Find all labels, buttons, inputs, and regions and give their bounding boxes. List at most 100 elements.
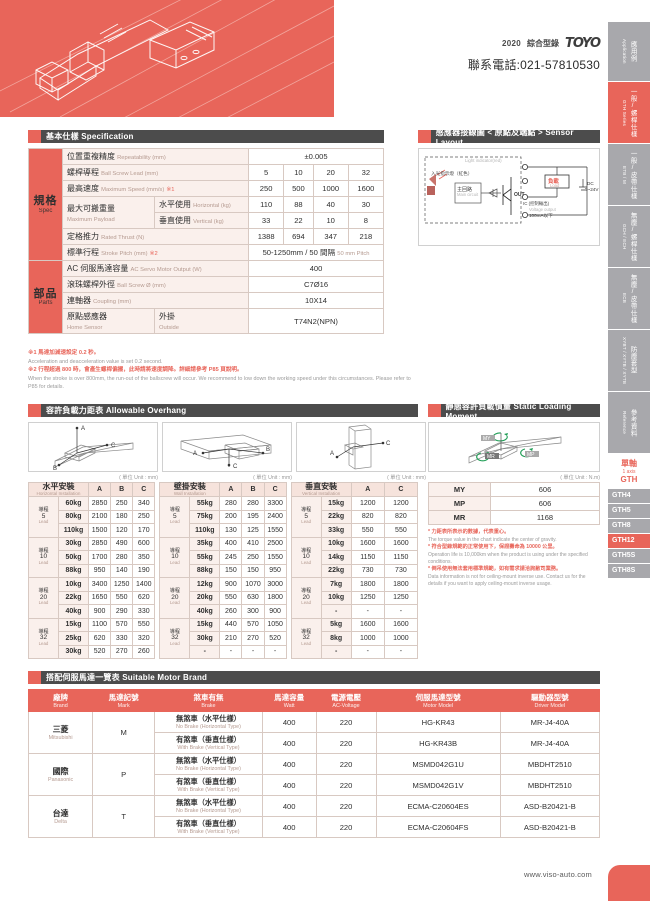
overhang-value-cell: 250	[241, 550, 265, 565]
sidebar-tab-etb[interactable]: 一般/皮帶仕樣 ETB / M	[608, 144, 650, 206]
motor-brand-table: 廠牌 Brand 馬達記號 Mark 煞車有無 Brake 馬達容量 Watt …	[27, 689, 601, 838]
cell-lead-5: 5	[248, 164, 285, 181]
sidebar-tab-gch-ech[interactable]: 無塵/螺桿仕樣 GCH / ECH	[608, 206, 650, 268]
payload-cell: 30kg	[189, 631, 221, 646]
table-row: ---	[291, 644, 418, 659]
sidebar-model-gth5[interactable]: GTH5	[608, 503, 650, 519]
motor-cell: HG-KR43	[375, 711, 501, 733]
cell-payload-v-4: 8	[347, 212, 385, 229]
overhang-value-cell: 140	[110, 563, 134, 578]
cell-payload-v-1: 33	[248, 212, 285, 229]
row-label-home-sensor: 原點感應器 Home Sensor	[62, 308, 155, 334]
overhang-value-cell: 260	[219, 604, 243, 619]
overhang-value-cell: 1250	[350, 590, 385, 605]
overhang-value-cell: 1600	[383, 536, 418, 551]
sidebar-tab-gth-series[interactable]: 一般/螺桿仕樣 GTH Series	[608, 82, 650, 144]
sensor-label-voltage: Voltage output	[529, 207, 556, 212]
cell-speed-3: 1000	[312, 180, 349, 197]
cell-payload-h-2: 88	[283, 196, 314, 213]
sidebar-model-gth8[interactable]: GTH8	[608, 518, 650, 534]
footnote-2-cn: ※2 行程超過 800 時，會產生螺桿偏擺，此時請將速度調降。詳細請參考 P85…	[28, 367, 243, 374]
table-row: 導程 32 Lead 15kg 1100 570 550	[28, 617, 156, 659]
table-row: 定格推力 Rated Thrust (N) 1388 694 347 218	[29, 228, 385, 245]
footnote-1-en: Acceleration and deacceleration value is…	[28, 358, 163, 365]
overhang-body-vertical: 導程 5 Lead 15kg 1200 1200 22kg 820 820 33kg 550 550 導…	[290, 496, 418, 659]
mark-cell: T	[92, 795, 156, 838]
section-title: 基本仕樣 Specification	[46, 132, 134, 141]
sidebar-tab-sublabel: XYBT / XYTB / XYTB	[621, 336, 627, 385]
overhang-section: 容許負載力距表 Allowable Overhang	[28, 404, 426, 659]
table-row: MP 606	[428, 496, 600, 511]
driver-cell: ASD-B20421-B	[499, 795, 601, 817]
static-loading-notes: * 力距表所表示的數據，代表重心。 The torque value in th…	[428, 529, 600, 589]
col-voltage: 電源電壓 AC-Voltage	[315, 689, 377, 712]
overhang-value-cell: 180	[110, 509, 134, 524]
footnote-1-cn: ※1 馬達加減速設定 0.2 秒。	[28, 350, 100, 356]
cell-payload-v-2: 22	[283, 212, 314, 229]
actuator-illustration	[0, 0, 334, 117]
sidebar-tab-application[interactable]: 應用例 Application	[608, 22, 650, 82]
overhang-table-vertical: 垂直安裝 Vertical Installation A C 導程 5 Lead 15…	[290, 482, 418, 659]
lead-group-10: 導程 10 Lead	[28, 536, 59, 578]
row-label-ballscrew: 滾珠螺桿外徑 Ball Screw Ø (mm)	[61, 276, 250, 293]
static-loading-section: 靜態容許負載慣量 Static Loading Moment MR	[428, 401, 600, 589]
brand-cell: 台達 Delta	[27, 795, 94, 838]
payload-cell: 8kg	[320, 631, 352, 646]
payload-cell: 10kg	[58, 577, 89, 592]
brand-cell: 國際 Panasonic	[27, 753, 94, 796]
sidebar-tab-ecb[interactable]: 無塵/皮帶仕樣 ECB	[608, 268, 650, 330]
overhang-value-cell: 280	[241, 496, 265, 511]
sidebar-tab-xy[interactable]: 防塵套型 XYBT / XYTB / XYTB	[608, 330, 650, 392]
sidebar-model-gth8s[interactable]: GTH8S	[608, 563, 650, 579]
table-row: 88kg 150 150 950	[160, 563, 287, 578]
motor-cell: MSMD042G1U	[375, 753, 501, 775]
sidebar-model-gth12[interactable]: GTH12	[608, 533, 650, 549]
cell-speed-2: 500	[283, 180, 314, 197]
table-row: 導程 32 Lead 15kg 440 570 1050	[159, 617, 287, 659]
moment-key-my: MY	[428, 482, 491, 497]
driver-cell: MR-J4-40A	[499, 711, 601, 733]
table-row: 50kg 1700 280 350	[29, 550, 156, 565]
overhang-value-cell: 270	[110, 644, 134, 659]
row-label-stroke-pitch: 標準行程 Stroke Pitch (mm) ※2	[61, 244, 250, 261]
row-sublabel-vertical: 垂直使用 Vertical (kg)	[153, 212, 250, 229]
overhang-value-cell: 550	[132, 617, 156, 632]
section-title: 靜態容許負載慣量 Static Loading Moment	[445, 401, 572, 421]
sidebar-tab-sublabel: GCH / ECH	[621, 223, 627, 250]
overhang-value-cell: 900	[87, 604, 112, 619]
header-right: 2020 綜合型錄 TOYO 聯系電話:021-57810530	[340, 0, 608, 117]
table-row: 88kg 950 140 190	[29, 563, 156, 578]
cell-payload-h-1: 110	[248, 196, 285, 213]
sidebar-axis-header: 單軸 1 axis GTH	[608, 454, 650, 489]
cell-payload-h-4: 30	[347, 196, 385, 213]
overhang-value-cell: 3300	[263, 496, 287, 511]
overhang-value-cell: -	[263, 644, 287, 659]
overhang-value-cell: 1550	[263, 550, 287, 565]
col-a: A	[350, 482, 385, 497]
driver-cell: MBDHT2510	[499, 753, 601, 775]
sidebar-model-gth4[interactable]: GTH4	[608, 488, 650, 504]
unit-note: ( 單位 Unit : mm)	[387, 475, 426, 481]
overhang-value-cell: -	[383, 604, 418, 619]
svg-text:B: B	[53, 466, 57, 471]
sensor-label-current: 100mA以下	[529, 213, 553, 218]
overhang-value-cell: 1200	[350, 496, 385, 511]
row-label-payload: 最大可搬重量 Maximum Payload	[62, 196, 155, 229]
lead-group-10: 導程 10 Lead	[290, 536, 322, 578]
table-row: 有煞車（垂直仕樣） With Brake (Vertical Type) 400 22…	[29, 774, 601, 796]
col-brake: 煞車有無 Brake	[154, 689, 263, 712]
sidebar-tab-reference[interactable]: 參考資料 Reference	[608, 392, 650, 454]
row-label-motor-output: AC 伺服馬達容量 AC Servo Motor Output (W)	[61, 260, 250, 277]
overhang-value-cell: 1600	[350, 536, 385, 551]
table-header-row: 水平安裝 Horizontal Installation A B C	[28, 482, 156, 497]
overhang-value-cell: -	[350, 644, 385, 659]
payload-cell: 55kg	[189, 496, 221, 511]
sidebar-model-gth5s[interactable]: GTH5S	[608, 548, 650, 564]
brake-cell: 無煞車（水平仕樣） No Brake (Horizontal Type)	[154, 711, 263, 733]
row-value-home-sensor: T74N2(NPN)	[248, 308, 384, 334]
catalog-line: 2020 綜合型錄 TOYO	[502, 36, 601, 51]
overhang-value-cell: 125	[241, 523, 265, 538]
overhang-value-cell: 1500	[87, 523, 112, 538]
table-row: 22kg 820 820	[291, 509, 418, 524]
sensor-label-load-en: Load	[550, 183, 560, 188]
